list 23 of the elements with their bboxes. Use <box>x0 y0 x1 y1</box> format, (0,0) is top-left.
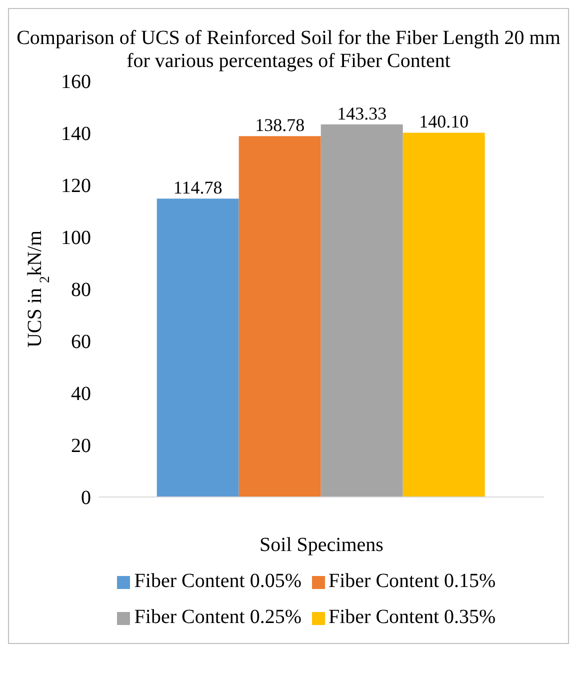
chart-title: Comparison of UCS of Reinforced Soil for the Fiber Length 20 mm for various percentages of Fiber Content <box>16 26 562 73</box>
y-tick-label: 100 <box>61 227 91 250</box>
bar <box>320 124 403 497</box>
data-label: 114.78 <box>173 178 222 198</box>
data-label: 143.33 <box>337 103 387 124</box>
data-label: 138.78 <box>255 115 305 136</box>
legend-label: Fiber Content 0.35% <box>328 606 496 628</box>
y-tick-label: 20 <box>71 435 91 458</box>
y-tick-label: 160 <box>61 71 91 94</box>
y-tick-label: 140 <box>61 123 91 146</box>
y-tick-label: 60 <box>71 331 91 354</box>
y-tick-label: 120 <box>61 175 91 198</box>
legend-label: Fiber Content 0.25% <box>134 606 302 628</box>
legend-label: Fiber Content 0.15% <box>328 570 496 592</box>
bar <box>402 132 485 497</box>
data-label: 140.10 <box>419 112 469 132</box>
bar <box>238 136 321 497</box>
x-axis-title: Soil Specimens <box>260 534 384 556</box>
y-tick-label: 80 <box>71 279 91 302</box>
y-tick-label: 40 <box>71 383 91 406</box>
bar <box>156 198 239 497</box>
legend-label: Fiber Content 0.05% <box>134 570 302 592</box>
y-tick-label: 0 <box>81 487 91 510</box>
